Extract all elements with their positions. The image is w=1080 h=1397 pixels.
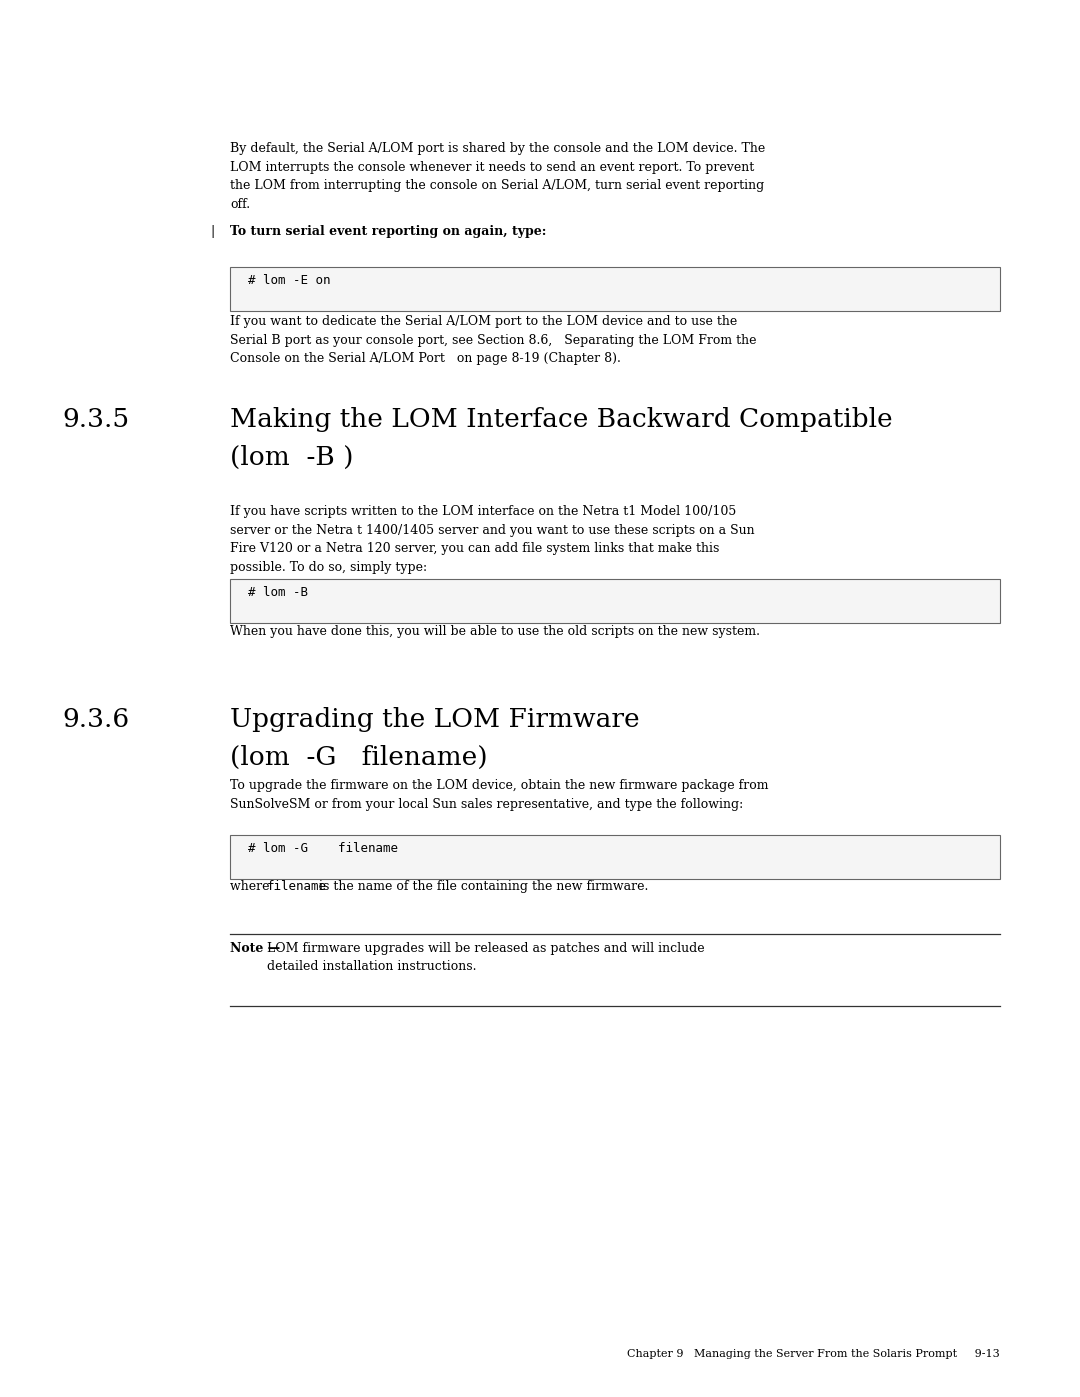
Text: Note —: Note — <box>230 942 280 956</box>
Text: 9.3.6: 9.3.6 <box>62 707 130 732</box>
Text: (lom  -B ): (lom -B ) <box>230 446 353 471</box>
Text: By default, the Serial A/LOM port is shared by the console and the LOM device. T: By default, the Serial A/LOM port is sha… <box>230 142 766 211</box>
FancyBboxPatch shape <box>230 835 1000 879</box>
Text: filename: filename <box>267 880 327 893</box>
Text: To turn serial event reporting on again, type:: To turn serial event reporting on again,… <box>230 225 546 237</box>
Text: If you have scripts written to the LOM interface on the Netra t1 Model 100/105
s: If you have scripts written to the LOM i… <box>230 504 755 574</box>
Text: LOM firmware upgrades will be released as patches and will include
detailed inst: LOM firmware upgrades will be released a… <box>267 942 704 974</box>
Text: To upgrade the firmware on the LOM device, obtain the new firmware package from
: To upgrade the firmware on the LOM devic… <box>230 780 769 810</box>
Text: # lom -E on: # lom -E on <box>248 274 330 286</box>
Text: where: where <box>230 880 273 893</box>
Text: # lom -G    filename: # lom -G filename <box>248 842 399 855</box>
FancyBboxPatch shape <box>230 267 1000 312</box>
Text: (lom  -G   filename): (lom -G filename) <box>230 745 488 770</box>
Text: Making the LOM Interface Backward Compatible: Making the LOM Interface Backward Compat… <box>230 407 893 432</box>
Text: Chapter 9   Managing the Server From the Solaris Prompt     9-13: Chapter 9 Managing the Server From the S… <box>627 1350 1000 1359</box>
Text: is the name of the file containing the new firmware.: is the name of the file containing the n… <box>319 880 648 893</box>
Text: If you want to dedicate the Serial A/LOM port to the LOM device and to use the
S: If you want to dedicate the Serial A/LOM… <box>230 314 756 365</box>
Text: 9.3.5: 9.3.5 <box>62 407 130 432</box>
Text: |: | <box>210 225 214 237</box>
Text: Upgrading the LOM Firmware: Upgrading the LOM Firmware <box>230 707 639 732</box>
FancyBboxPatch shape <box>230 578 1000 623</box>
Text: When you have done this, you will be able to use the old scripts on the new syst: When you have done this, you will be abl… <box>230 624 760 638</box>
Text: # lom -B: # lom -B <box>248 585 308 599</box>
